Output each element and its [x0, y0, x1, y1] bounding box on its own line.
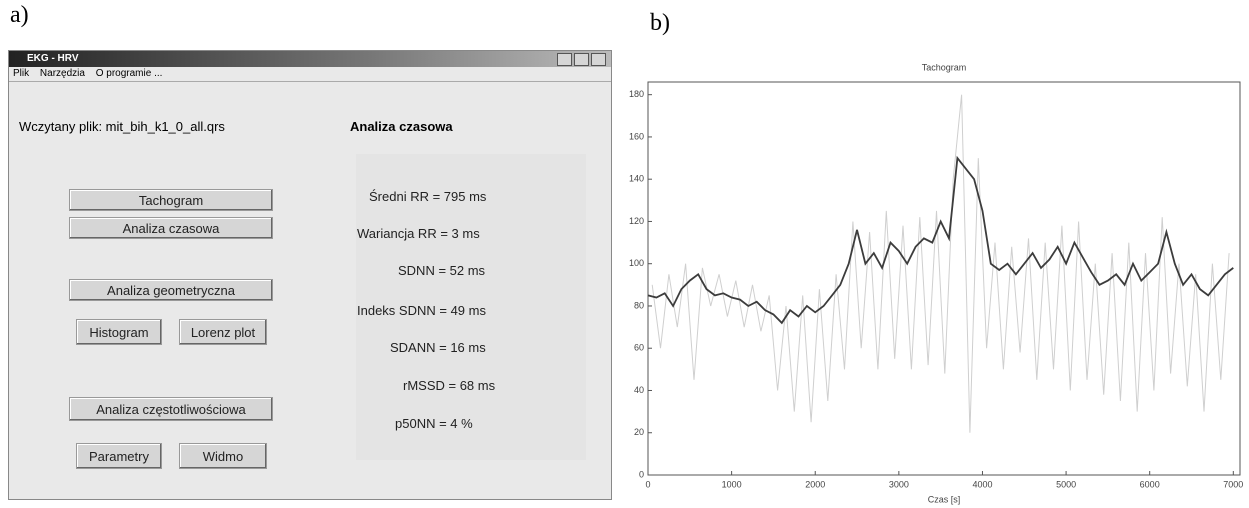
window-controls: [557, 53, 606, 66]
y-tick-label: 140: [629, 174, 644, 184]
x-tick-label: 7000: [1223, 479, 1243, 489]
y-tick-label: 40: [634, 385, 644, 395]
x-tick-label: 0: [645, 479, 650, 489]
result: SDANN = 16 ms: [390, 340, 486, 355]
menu-item[interactable]: Plik: [13, 68, 29, 79]
menu-item[interactable]: Narzędzia: [40, 68, 85, 79]
x-tick-label: 1000: [722, 479, 742, 489]
button[interactable]: Analiza geometryczna: [69, 279, 273, 301]
x-tick-label: 6000: [1140, 479, 1160, 489]
button[interactable]: Analiza częstotliwościowa: [69, 397, 273, 421]
button[interactable]: Tachogram: [69, 189, 273, 211]
result: rMSSD = 68 ms: [403, 378, 495, 393]
x-tick-label: 2000: [805, 479, 825, 489]
y-tick-label: 180: [629, 89, 644, 99]
maximize-button[interactable]: [574, 53, 589, 66]
result: Wariancja RR = 3 ms: [357, 226, 480, 241]
y-tick-label: 60: [634, 343, 644, 353]
panel-label: a): [10, 2, 29, 29]
menu-item[interactable]: O programie ...: [96, 68, 163, 79]
button[interactable]: Parametry: [76, 443, 162, 469]
chart: Tachogram Czas [s] 0 20 40 60 80 100 120 140 160…: [620, 0, 1249, 508]
y-tick-label: 120: [629, 216, 644, 226]
results-title: Analiza czasowa: [350, 119, 453, 134]
x-tick-label: 5000: [1056, 479, 1076, 489]
chart-title: Tachogram: [922, 62, 967, 72]
page: a) b) EKG - HRV Plik Narzędzia O program…: [0, 0, 1249, 508]
y-tick-label: 80: [634, 300, 644, 310]
app-window: EKG - HRV Plik Narzędzia O programie ...…: [8, 50, 612, 500]
result: Indeks SDNN = 49 ms: [357, 303, 486, 318]
y-tick-label: 160: [629, 131, 644, 141]
loaded-file: Wczytany plik: mit_bih_k1_0_all.qrs: [19, 119, 225, 134]
x-axis-label: Czas [s]: [928, 494, 961, 504]
x-tick-label: 4000: [972, 479, 992, 489]
y-tick-label: 20: [634, 427, 644, 437]
result: p50NN = 4 %: [395, 416, 473, 431]
button[interactable]: Analiza czasowa: [69, 217, 273, 239]
minimize-button[interactable]: [557, 53, 572, 66]
separator: [9, 81, 611, 82]
plot-area: [648, 82, 1240, 475]
button[interactable]: Histogram: [76, 319, 162, 345]
y-tick-label: 0: [639, 469, 644, 479]
x-tick-label: 3000: [889, 479, 909, 489]
close-button[interactable]: [591, 53, 606, 66]
result: Średni RR = 795 ms: [369, 189, 486, 204]
title-bar: EKG - HRV: [9, 51, 611, 67]
result: SDNN = 52 ms: [398, 263, 485, 278]
button[interactable]: Lorenz plot: [179, 319, 267, 345]
menu-bar: Plik Narzędzia O programie ...: [13, 68, 170, 79]
y-tick-label: 100: [629, 258, 644, 268]
button[interactable]: Widmo: [179, 443, 267, 469]
